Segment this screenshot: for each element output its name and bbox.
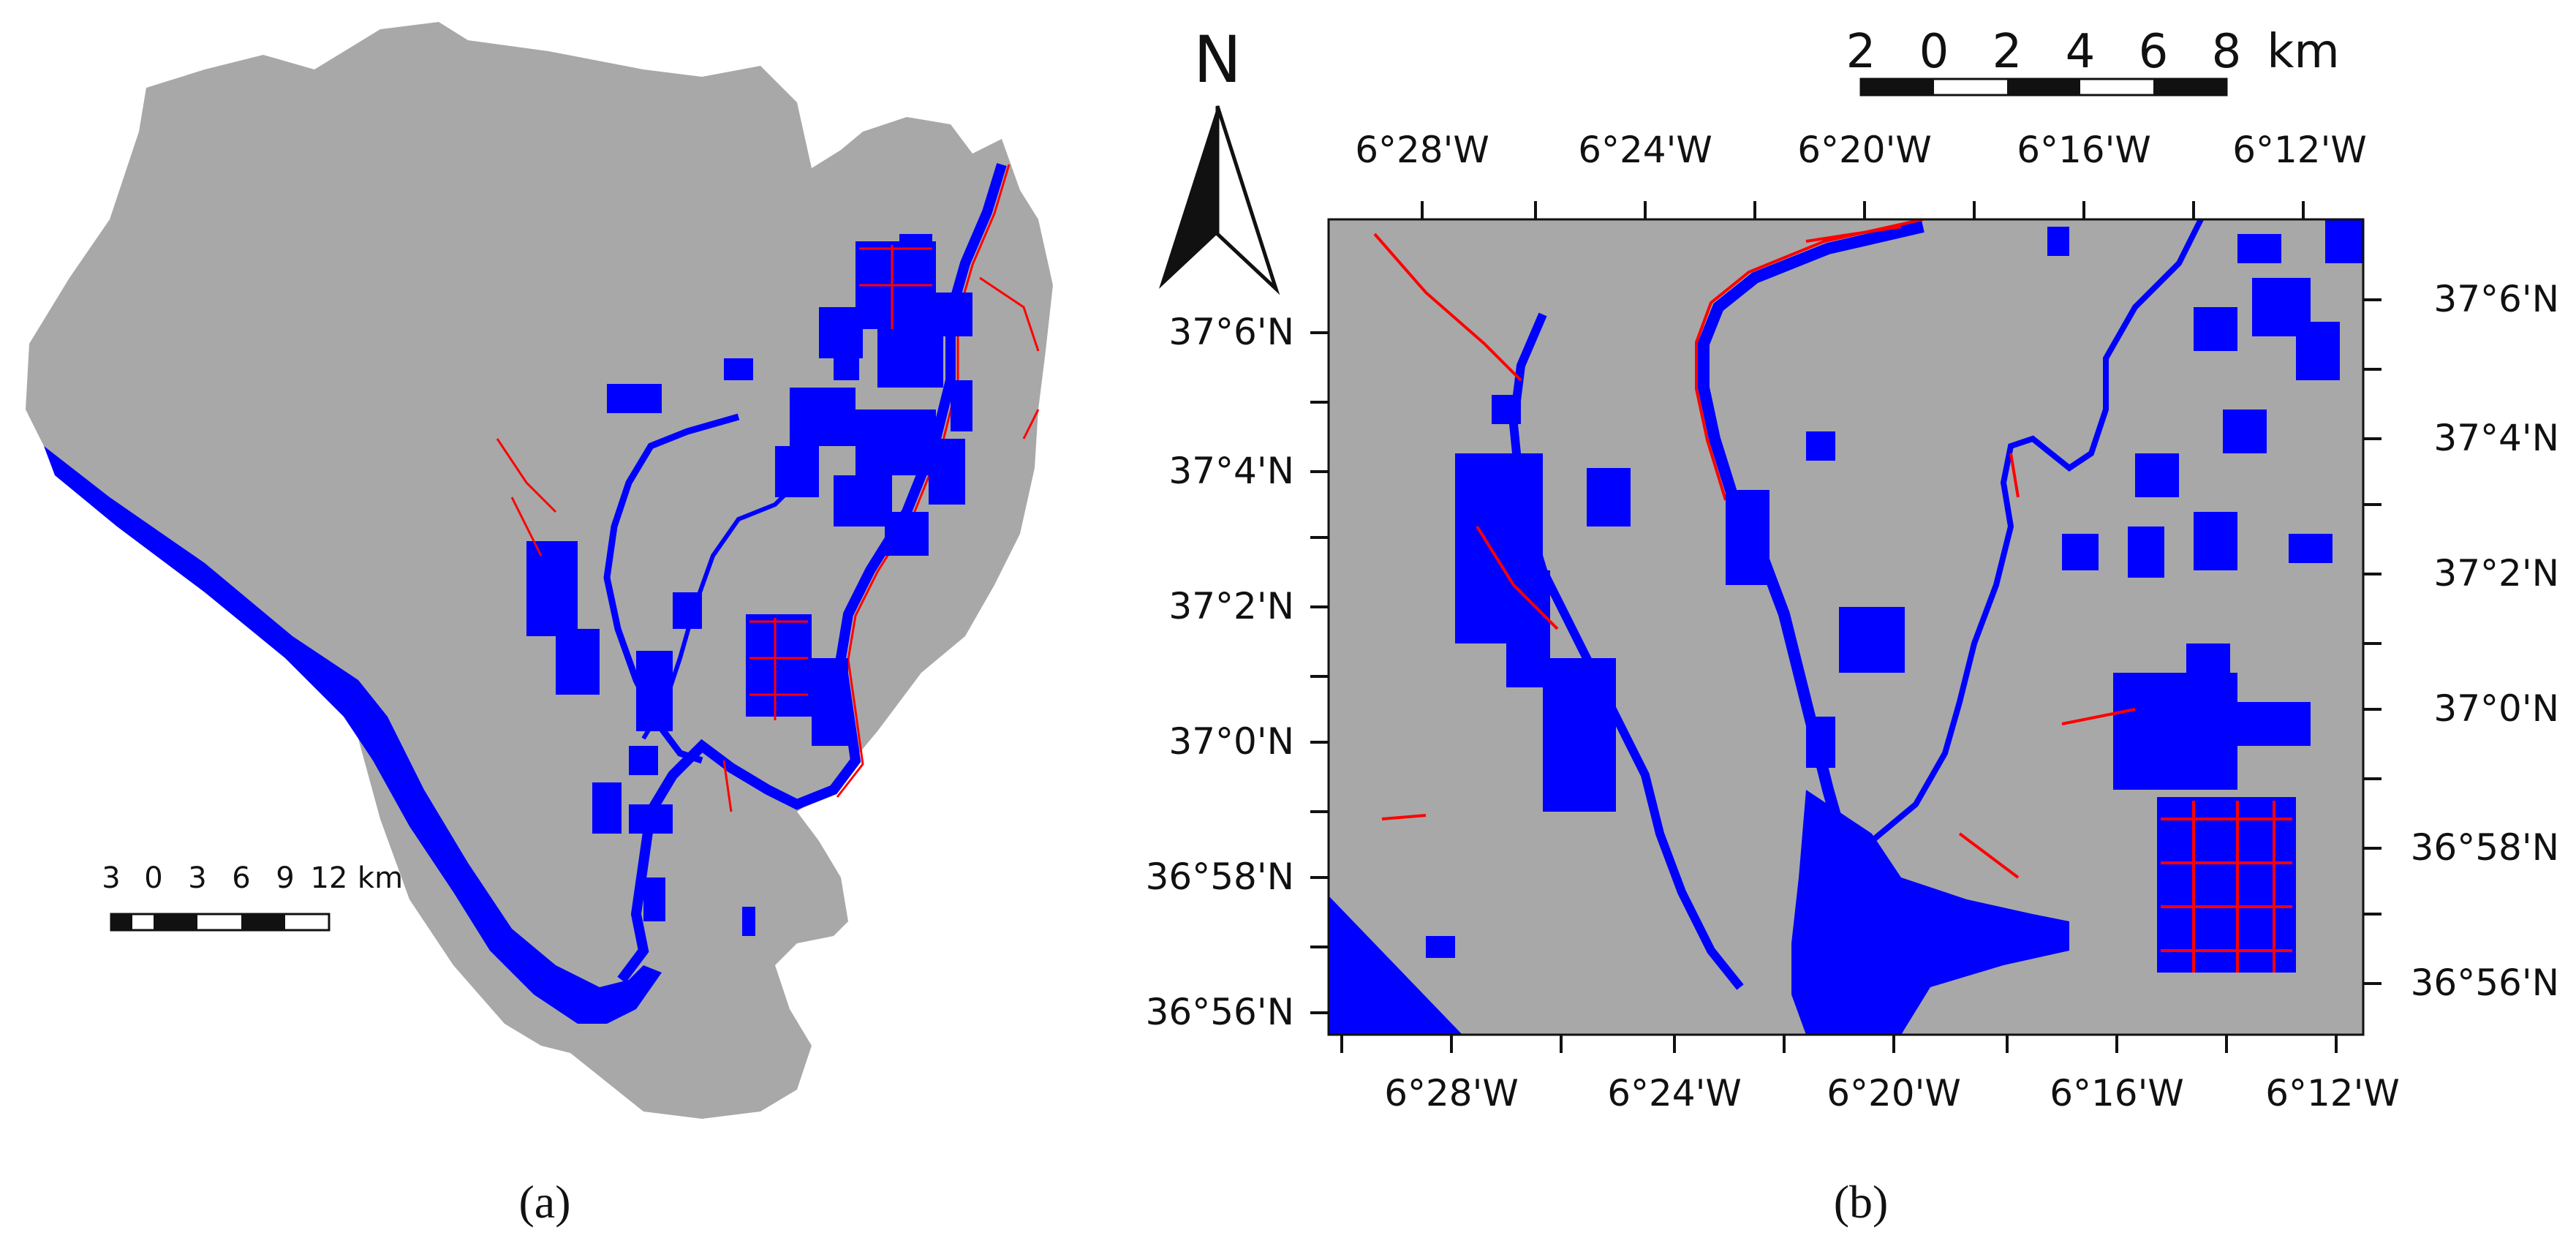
flooded-areas (526, 234, 972, 936)
north-label: N (1193, 22, 1242, 97)
lat-right-4: 36°58'N (2411, 826, 2559, 869)
secondary-channel (603, 413, 740, 764)
lat-right-3: 37°0'N (2433, 687, 2559, 730)
flooded-edges (496, 245, 1040, 812)
scale-b-tick-0: 2 (1846, 25, 1876, 79)
scale-b-tick-4: 6 (2139, 25, 2169, 79)
scale-a-tick-1: 0 (144, 861, 162, 895)
lat-left-5: 36°56'N (1146, 991, 1294, 1033)
north-arrow: N (1159, 22, 1280, 295)
flooded-edges-b (1373, 225, 2292, 973)
coastal-water-strip (44, 446, 662, 1024)
panel-a-scale-bar: 3 0 3 6 9 12 km (102, 861, 403, 932)
lat-left-3: 37°0'N (1168, 720, 1294, 763)
lon-bottom-3: 6°16'W (2050, 1072, 2184, 1114)
scale-b-tick-1: 0 (1919, 25, 1949, 79)
lon-top-1: 6°24'W (1578, 129, 1712, 171)
panel-a-map (26, 22, 1053, 1119)
lon-bottom-0: 6°28'W (1384, 1072, 1519, 1114)
panel-b-scale-bar: 2 0 2 4 6 8 km (1846, 25, 2340, 97)
lat-right-5: 36°56'N (2411, 962, 2559, 1004)
scale-a-unit: km (358, 861, 403, 895)
lon-top-0: 6°28'W (1355, 129, 1489, 171)
lon-top-2: 6°20'W (1797, 129, 1932, 171)
scale-a-tick-2: 3 (188, 861, 206, 895)
scale-b-tick-2: 2 (1993, 25, 2022, 79)
lon-top-4: 6°12'W (2232, 129, 2367, 171)
panel-a-caption: (a) (518, 1176, 570, 1228)
lat-left-2: 37°2'N (1168, 585, 1294, 627)
scale-a-tick-3: 6 (232, 861, 250, 895)
panel-b-map (1327, 218, 2365, 1036)
estuary-lower (1791, 790, 2069, 1035)
lon-top-3: 6°16'W (2017, 129, 2151, 171)
lat-left-4: 36°58'N (1146, 856, 1294, 898)
lon-bottom-4: 6°12'W (2265, 1072, 2400, 1114)
lat-right-1: 37°4'N (2433, 417, 2559, 459)
scale-b-unit: km (2267, 25, 2339, 79)
scale-a-tick-5: 12 (311, 861, 348, 895)
lat-ticks (1310, 298, 2382, 1014)
river-main-b-edge (1695, 219, 1924, 501)
scale-b-tick-3: 4 (2066, 25, 2096, 79)
lat-left-1: 37°4'N (1168, 450, 1294, 492)
river-right-b (1870, 219, 2204, 844)
scale-a-tick-0: 3 (102, 861, 120, 895)
scale-b-tick-5: 8 (2212, 25, 2242, 79)
flooded-areas-b (1426, 219, 2363, 973)
lat-right-2: 37°2'N (2433, 552, 2559, 595)
lat-right-0: 37°6'N (2433, 278, 2559, 320)
coastal-water-corner (1329, 896, 1462, 1035)
map-frame-b (1327, 218, 2365, 1036)
lon-bottom-2: 6°20'W (1827, 1072, 1961, 1114)
lon-ticks (1340, 201, 2338, 1053)
panel-b-caption: (b) (1834, 1176, 1889, 1228)
lon-bottom-1: 6°24'W (1607, 1072, 1742, 1114)
scale-a-tick-4: 9 (276, 861, 294, 895)
lat-left-0: 37°6'N (1168, 311, 1294, 353)
